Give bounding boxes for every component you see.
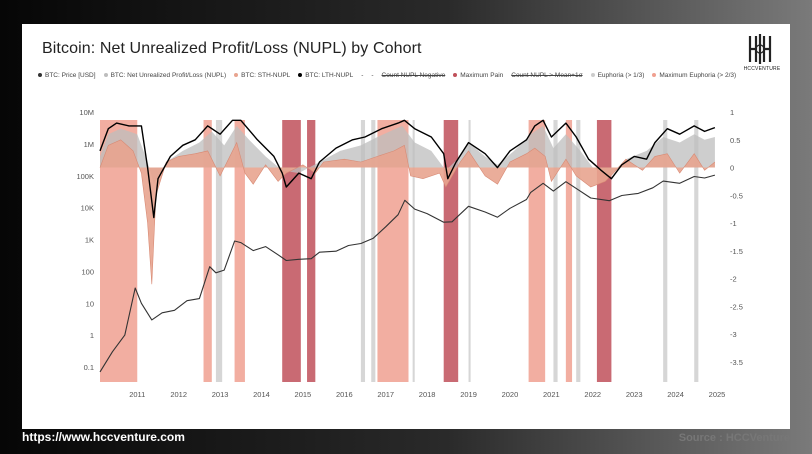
legend-dot-icon: [38, 73, 42, 78]
footer-source: Source : HCCVenture: [678, 432, 790, 444]
y-left-tick-label: 10K: [81, 204, 94, 213]
lth-nupl-line: [99, 119, 716, 219]
x-tick-label: 2023: [626, 390, 643, 399]
x-tick-label: 2011: [129, 390, 145, 399]
y-right-tick-label: -1: [730, 219, 737, 228]
euphoria-band: [553, 120, 558, 382]
legend-item[interactable]: BTC: LTH-NUPL: [298, 72, 353, 79]
x-tick-label: 2015: [295, 390, 312, 399]
brand-logo-icon: [748, 34, 772, 64]
legend-dot-icon: [590, 73, 595, 78]
y-right-tick-label: 0: [730, 164, 734, 173]
y-right-tick-label: -2: [730, 275, 737, 284]
legend-label: BTC: STH-NUPL: [241, 72, 291, 79]
legend-item[interactable]: -: [361, 72, 363, 79]
nupl-area: [100, 125, 715, 185]
legend-label: Euphoria (> 1/3): [597, 72, 645, 79]
maximum-pain-band: [596, 120, 612, 382]
legend-label: -: [361, 72, 364, 79]
x-tick-label: 2017: [377, 390, 394, 399]
y-left-tick-label: 1K: [85, 236, 94, 245]
brand-logo-text: HCCVENTURE: [743, 66, 781, 72]
sth-nupl-line: [99, 139, 716, 285]
legend-dot-icon: [652, 73, 657, 78]
legend-dot-icon: [298, 73, 303, 78]
euphoria-band: [576, 120, 581, 382]
x-tick-label: 2021: [543, 390, 560, 399]
x-tick-label: 2022: [584, 390, 601, 399]
y-right-tick-label: -1.5: [730, 247, 743, 256]
chart-legend: BTC: Price [USD] BTC: Net Unrealized Prof…: [38, 72, 778, 86]
x-tick-label: 2014: [253, 390, 270, 399]
legend-label: BTC: Price [USD]: [45, 72, 96, 79]
legend-label: Maximum Euphoria (> 2/3): [659, 72, 737, 79]
legend-label: Count NUPL Negative: [381, 72, 446, 79]
maximum-pain-band: [282, 120, 301, 382]
legend-label: BTC: LTH-NUPL: [305, 72, 354, 79]
x-tick-label: 2024: [667, 390, 684, 399]
y-right-tick-label: -3.5: [730, 358, 743, 367]
footer-url[interactable]: https://www.hccventure.com: [22, 430, 185, 444]
legend-item[interactable]: Count NUPL Negative: [382, 72, 446, 79]
euphoria-band: [360, 120, 366, 382]
y-left-tick-label: 10: [86, 299, 94, 308]
legend-label: BTC: Net Unrealized Profit/Loss (NUPL): [110, 72, 227, 79]
maximum-euphoria-band: [203, 120, 212, 382]
legend-item[interactable]: BTC: Price [USD]: [38, 72, 96, 79]
y-left-tick-label: 10M: [79, 108, 94, 117]
y-left-tick-label: 1: [90, 331, 94, 340]
legend-item[interactable]: Euphoria (> 1/3): [590, 72, 645, 79]
x-tick-label: 2012: [170, 390, 187, 399]
legend-label: Count NUPL > Mean+1σ: [511, 72, 583, 79]
euphoria-band: [468, 120, 471, 382]
euphoria-band: [694, 120, 699, 382]
euphoria-band: [663, 120, 668, 382]
x-tick-label: 2013: [212, 390, 229, 399]
legend-item[interactable]: Count NUPL > Mean+1σ: [511, 72, 582, 79]
legend-label: Maximum Pain: [460, 72, 504, 79]
euphoria-band: [215, 120, 223, 382]
chart-title: Bitcoin: Net Unrealized Profit/Loss (NUP…: [42, 40, 422, 57]
btc-price-line: [99, 174, 716, 373]
maximum-euphoria-band: [565, 120, 573, 382]
brand-logo: HCCVENTURE: [742, 32, 782, 76]
y-left-tick-label: 100K: [76, 172, 94, 181]
x-tick-label: 2025: [709, 390, 726, 399]
y-left-tick-label: 1M: [84, 140, 94, 149]
legend-dot-icon: [234, 73, 239, 78]
y-right-tick-label: 1: [730, 108, 734, 117]
y-right-tick-label: 0.5: [730, 136, 740, 145]
maximum-pain-band: [307, 120, 316, 382]
maximum-pain-band: [443, 120, 459, 382]
euphoria-band: [371, 120, 376, 382]
legend-item[interactable]: -: [371, 72, 373, 79]
legend-item[interactable]: Maximum Euphoria (> 2/3): [652, 72, 736, 79]
y-left-tick-label: 100: [81, 267, 94, 276]
maximum-euphoria-band: [234, 120, 245, 382]
legend-item[interactable]: Maximum Pain: [453, 72, 503, 79]
x-tick-label: 2019: [460, 390, 477, 399]
legend-dot-icon: [453, 73, 458, 78]
euphoria-band: [412, 120, 415, 382]
y-right-tick-label: -2.5: [730, 302, 743, 311]
legend-dot-icon: [103, 73, 108, 78]
sth-nupl-area: [100, 139, 715, 285]
legend-item[interactable]: BTC: Net Unrealized Profit/Loss (NUPL): [103, 72, 227, 79]
legend-label: -: [371, 72, 374, 79]
x-tick-label: 2018: [419, 390, 436, 399]
x-tick-label: 2016: [336, 390, 353, 399]
y-left-tick-label: 0.1: [84, 363, 94, 372]
y-right-tick-label: -0.5: [730, 191, 743, 200]
legend-item[interactable]: BTC: STH-NUPL: [234, 72, 290, 79]
x-tick-label: 2020: [502, 390, 519, 399]
y-right-tick-label: -3: [730, 330, 737, 339]
